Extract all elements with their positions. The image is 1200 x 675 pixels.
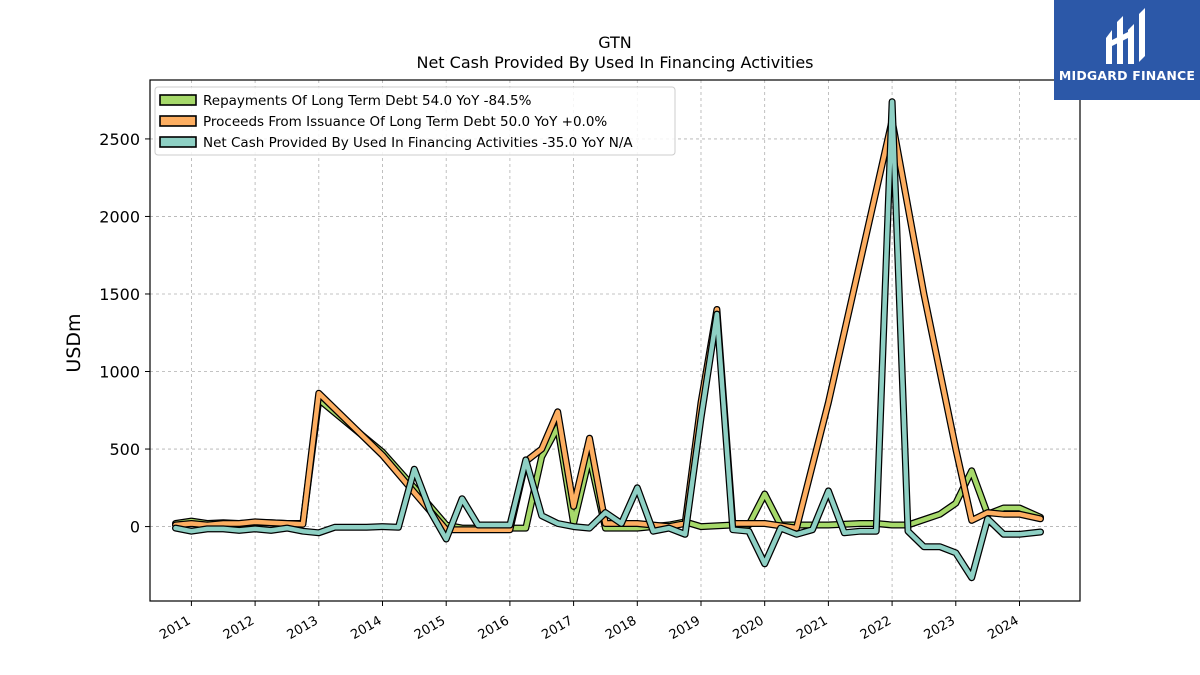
x-tick-label: 2011 bbox=[157, 613, 193, 643]
y-axis-label: USDm bbox=[63, 313, 85, 372]
plot-frame bbox=[149, 79, 1081, 602]
x-tick-label: 2012 bbox=[221, 613, 257, 643]
y-tick-label: 500 bbox=[109, 440, 140, 459]
x-tick-label: 2023 bbox=[922, 613, 958, 643]
x-tick-label: 2020 bbox=[731, 613, 767, 643]
x-tick-label: 2015 bbox=[412, 613, 448, 643]
x-tick-label: 2018 bbox=[603, 613, 639, 643]
series-outline bbox=[172, 116, 1044, 534]
brand-emblem-icon bbox=[1106, 8, 1145, 64]
legend-label: Proceeds From Issuance Of Long Term Debt… bbox=[203, 114, 607, 130]
legend-swatch bbox=[159, 136, 197, 148]
legend: Repayments Of Long Term Debt 54.0 YoY -8… bbox=[154, 86, 676, 156]
chart-subtitle: Net Cash Provided By Used In Financing A… bbox=[416, 53, 813, 72]
brand-logo: MIDGARD FINANCE bbox=[1054, 0, 1200, 100]
series-lines bbox=[172, 98, 1044, 582]
y-tick-label: 2000 bbox=[99, 207, 140, 226]
legend-label: Repayments Of Long Term Debt 54.0 YoY -8… bbox=[203, 93, 532, 109]
x-tick-label: 2019 bbox=[667, 613, 703, 643]
y-tick-label: 2500 bbox=[99, 130, 140, 149]
legend-box bbox=[154, 86, 676, 156]
x-tick-label: 2024 bbox=[985, 613, 1021, 643]
x-tick-label: 2022 bbox=[858, 613, 894, 643]
x-tick-label: 2021 bbox=[794, 613, 830, 643]
x-tick-label: 2017 bbox=[539, 613, 575, 643]
legend-swatch bbox=[159, 115, 197, 127]
legend-label: Net Cash Provided By Used In Financing A… bbox=[203, 135, 633, 151]
series-line bbox=[173, 118, 1043, 532]
y-tick-label: 1000 bbox=[99, 363, 140, 382]
y-tick-label: 1500 bbox=[99, 285, 140, 304]
legend-swatch bbox=[159, 94, 197, 106]
x-tick-label: 2013 bbox=[285, 613, 321, 643]
x-tick-label: 2014 bbox=[348, 613, 384, 643]
x-tick-label: 2016 bbox=[476, 613, 512, 643]
y-tick-label: 0 bbox=[130, 518, 140, 537]
chart-title: GTN bbox=[598, 33, 632, 52]
brand-name: MIDGARD FINANCE bbox=[1058, 68, 1196, 83]
series-line bbox=[173, 99, 1043, 580]
